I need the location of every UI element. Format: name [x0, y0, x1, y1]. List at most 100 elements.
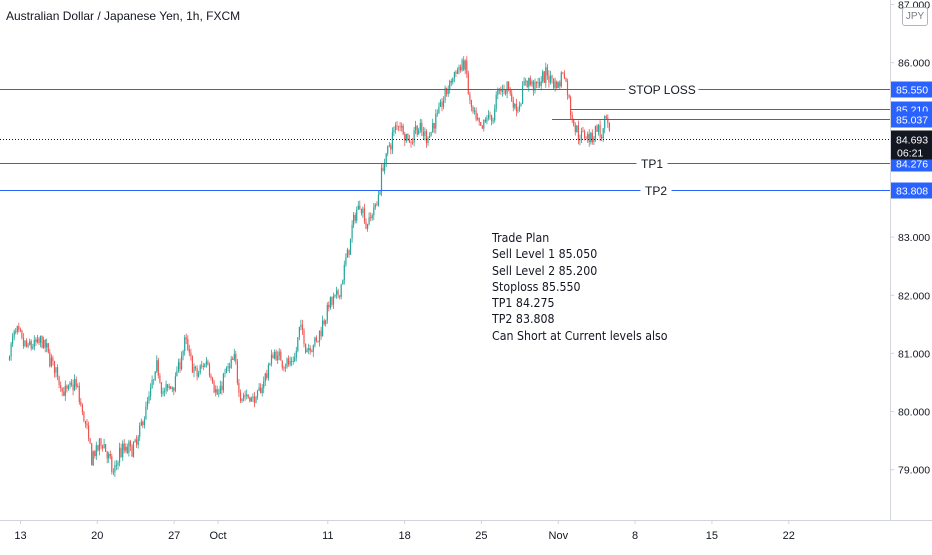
candle [494, 104, 496, 123]
time-tick-label: 20 [91, 530, 103, 542]
candle-body [222, 374, 224, 391]
candle [47, 343, 49, 354]
trade-plan-title: Trade Plan [492, 231, 550, 245]
candle [402, 123, 404, 136]
candle [148, 391, 150, 404]
candle-body [170, 386, 172, 389]
candle-body [250, 397, 252, 402]
candle [91, 442, 93, 466]
candle [86, 419, 88, 430]
candle-body [373, 207, 375, 216]
candle [163, 387, 166, 397]
candle-body [368, 217, 370, 225]
candle [52, 355, 54, 366]
candle-body [405, 133, 407, 141]
candle [537, 77, 539, 89]
candle-body [571, 115, 573, 121]
candle-body [512, 100, 514, 108]
candle-body [267, 364, 269, 378]
candle-body [477, 117, 479, 120]
candle-body [588, 134, 590, 143]
candle [548, 70, 550, 88]
candle-body [230, 358, 232, 368]
candle [283, 365, 285, 372]
candle-body [422, 131, 424, 136]
candle-body [160, 382, 162, 394]
candle-body [252, 396, 254, 398]
candle-body [43, 339, 45, 348]
candle [562, 72, 564, 75]
candle-body [447, 89, 449, 95]
candle-body [396, 125, 398, 127]
candle [174, 372, 176, 393]
tp2-note: TP2 83.808 [492, 312, 555, 327]
candle-body [331, 297, 333, 305]
candle [274, 349, 276, 360]
candle-body [213, 382, 215, 393]
currency-badge[interactable]: JPY [902, 7, 928, 26]
candle-body [106, 452, 108, 459]
candle [495, 91, 497, 113]
candle-body [365, 221, 367, 229]
candle [24, 340, 26, 348]
trade-plan-note: Trade Plan Sell Level 1 85.050 Sell Leve… [492, 230, 668, 344]
candle-body [204, 364, 206, 367]
candle [553, 78, 555, 90]
candle-body [339, 295, 341, 297]
candle-body [587, 134, 589, 139]
candle-body [433, 123, 435, 129]
candle [540, 76, 542, 91]
candle [529, 75, 531, 87]
candle [176, 366, 178, 377]
candle-body [532, 81, 534, 91]
candle [456, 67, 459, 74]
candle-body [318, 330, 321, 342]
candle-body [199, 365, 201, 374]
current-price-label: 84.693 [896, 135, 928, 147]
candle [41, 335, 43, 349]
candle-body [511, 93, 513, 101]
candle [190, 348, 192, 361]
tp1-note: TP1 84.275 [492, 296, 555, 311]
candle [58, 375, 60, 388]
candle-body [491, 115, 493, 122]
candle-body [167, 384, 169, 388]
candle [498, 88, 500, 95]
candle [315, 335, 317, 343]
candle-body [129, 441, 131, 447]
candle-body [97, 445, 99, 451]
candle-body [543, 71, 545, 83]
countdown-label: 06:21 [897, 148, 923, 160]
candle-body [518, 105, 521, 110]
candle [224, 368, 226, 378]
candle [258, 383, 260, 392]
candle [452, 77, 454, 85]
candle-body [317, 340, 319, 342]
candle-body [438, 106, 440, 114]
candle [481, 125, 483, 130]
candle-body [142, 421, 144, 426]
candle [303, 328, 305, 348]
candle [359, 200, 361, 210]
candle [191, 355, 193, 373]
candle [208, 362, 211, 378]
candle-body [380, 167, 383, 192]
candle [348, 249, 350, 258]
candle [599, 120, 601, 142]
candle [576, 125, 578, 133]
candle [487, 110, 490, 121]
candle [43, 336, 45, 349]
candle-body [348, 249, 350, 255]
candle-body [421, 122, 423, 132]
candle-body [269, 363, 271, 365]
candle-body [593, 137, 595, 143]
candle-body [455, 72, 457, 74]
candle-body [326, 304, 328, 321]
candle [458, 64, 460, 75]
candle-body [156, 360, 158, 372]
candle [114, 460, 116, 477]
candle-body [196, 368, 198, 377]
candle-body [137, 436, 139, 445]
